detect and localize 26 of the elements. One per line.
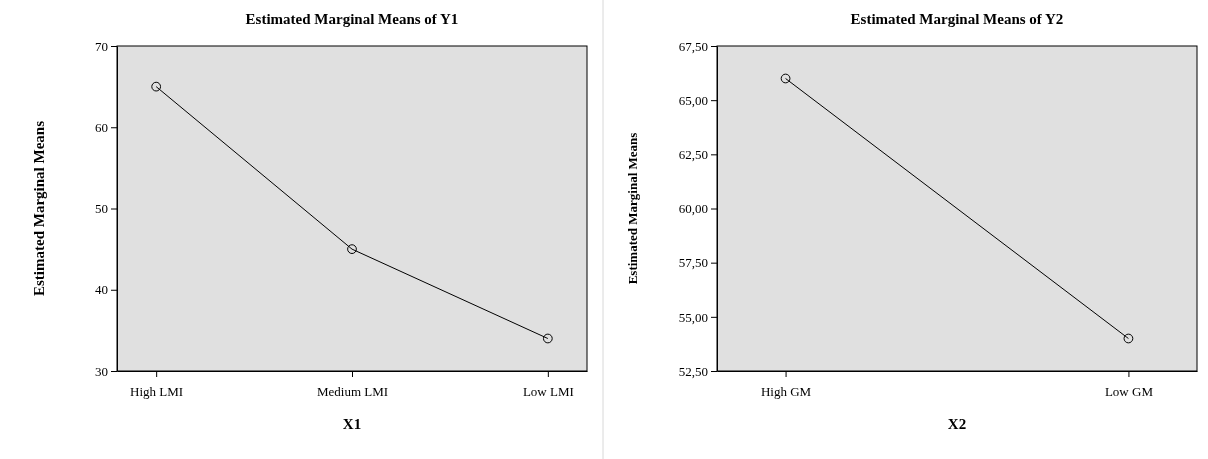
x-axis-title: X2 — [947, 416, 967, 432]
point — [347, 244, 357, 254]
x-tick-label: High GM — [760, 383, 812, 399]
x-tick-label: Low LMI — [522, 383, 574, 399]
y-tick-label: 60 — [95, 119, 108, 135]
y-tick-label: 40 — [95, 282, 108, 298]
y-tick-label: 57,50 — [678, 255, 708, 271]
y-tick-label: 55,00 — [678, 309, 708, 325]
y-tick-label: 62,50 — [678, 146, 708, 162]
y-axis-title: Estimated Marginal Means — [31, 120, 47, 296]
x-axis-title: X1 — [342, 416, 362, 432]
x-tick-label: High LMI — [130, 383, 184, 399]
y-tick-label: 67,50 — [678, 38, 708, 54]
y-tick-label: 65,00 — [678, 92, 708, 108]
y-tick-label: 30 — [95, 363, 108, 379]
y-tick-label: 50 — [95, 201, 108, 217]
chart-title: Estimated Marginal Means of Y2 — [850, 11, 1064, 27]
point — [151, 81, 162, 92]
y-tick-label: 60,00 — [678, 201, 708, 217]
y-tick-label: 52,50 — [678, 363, 708, 379]
x-tick-label: Low GM — [1104, 383, 1154, 399]
x-tick-label: Medium LMI — [316, 383, 389, 399]
y-axis-title: Estimated Marginal Means — [625, 132, 640, 285]
point — [542, 333, 553, 344]
y-tick-label: 70 — [95, 38, 108, 54]
chart-title: Estimated Marginal Means of Y1 — [245, 11, 459, 27]
